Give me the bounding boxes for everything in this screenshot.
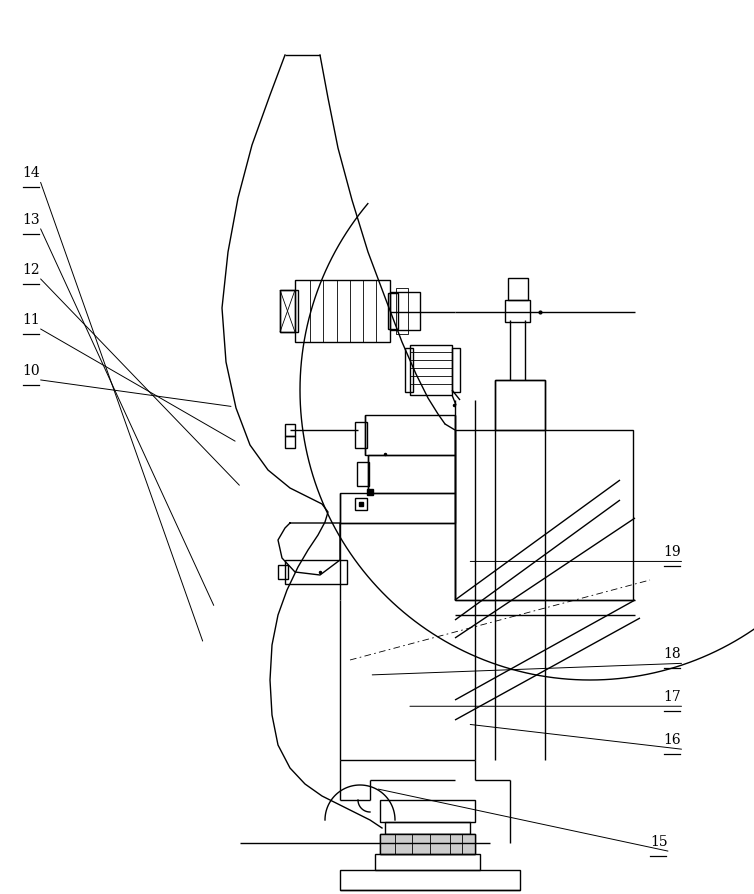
Text: 11: 11 bbox=[23, 313, 41, 327]
Bar bbox=[385, 822, 470, 834]
Bar bbox=[357, 462, 369, 486]
Bar bbox=[285, 436, 295, 448]
Bar bbox=[278, 565, 288, 579]
Text: 16: 16 bbox=[664, 733, 681, 747]
Bar bbox=[380, 834, 475, 854]
Bar bbox=[280, 290, 298, 332]
Bar bbox=[365, 415, 455, 455]
Text: 14: 14 bbox=[23, 166, 41, 181]
Text: 13: 13 bbox=[23, 213, 40, 227]
Text: 19: 19 bbox=[664, 545, 681, 560]
Bar bbox=[508, 278, 528, 300]
Bar bbox=[375, 854, 480, 870]
Bar bbox=[396, 288, 408, 334]
Bar bbox=[368, 455, 455, 493]
Bar bbox=[285, 424, 295, 436]
Text: 17: 17 bbox=[664, 690, 682, 704]
Bar bbox=[355, 422, 367, 448]
Text: 18: 18 bbox=[664, 647, 681, 662]
Bar bbox=[295, 280, 390, 342]
Bar bbox=[405, 348, 413, 392]
Text: 15: 15 bbox=[650, 835, 667, 849]
Bar bbox=[380, 834, 475, 854]
Bar bbox=[505, 300, 530, 322]
Bar bbox=[340, 870, 520, 890]
Bar bbox=[380, 800, 475, 822]
Bar bbox=[455, 430, 633, 600]
Bar bbox=[355, 498, 367, 510]
Bar bbox=[390, 292, 420, 330]
Bar bbox=[280, 290, 295, 332]
Bar bbox=[495, 380, 545, 430]
Bar bbox=[285, 560, 347, 584]
Bar bbox=[388, 293, 398, 329]
Text: 12: 12 bbox=[23, 263, 40, 277]
Bar bbox=[410, 345, 452, 395]
Text: 10: 10 bbox=[23, 364, 40, 378]
Bar bbox=[452, 348, 460, 392]
Bar bbox=[340, 493, 455, 523]
